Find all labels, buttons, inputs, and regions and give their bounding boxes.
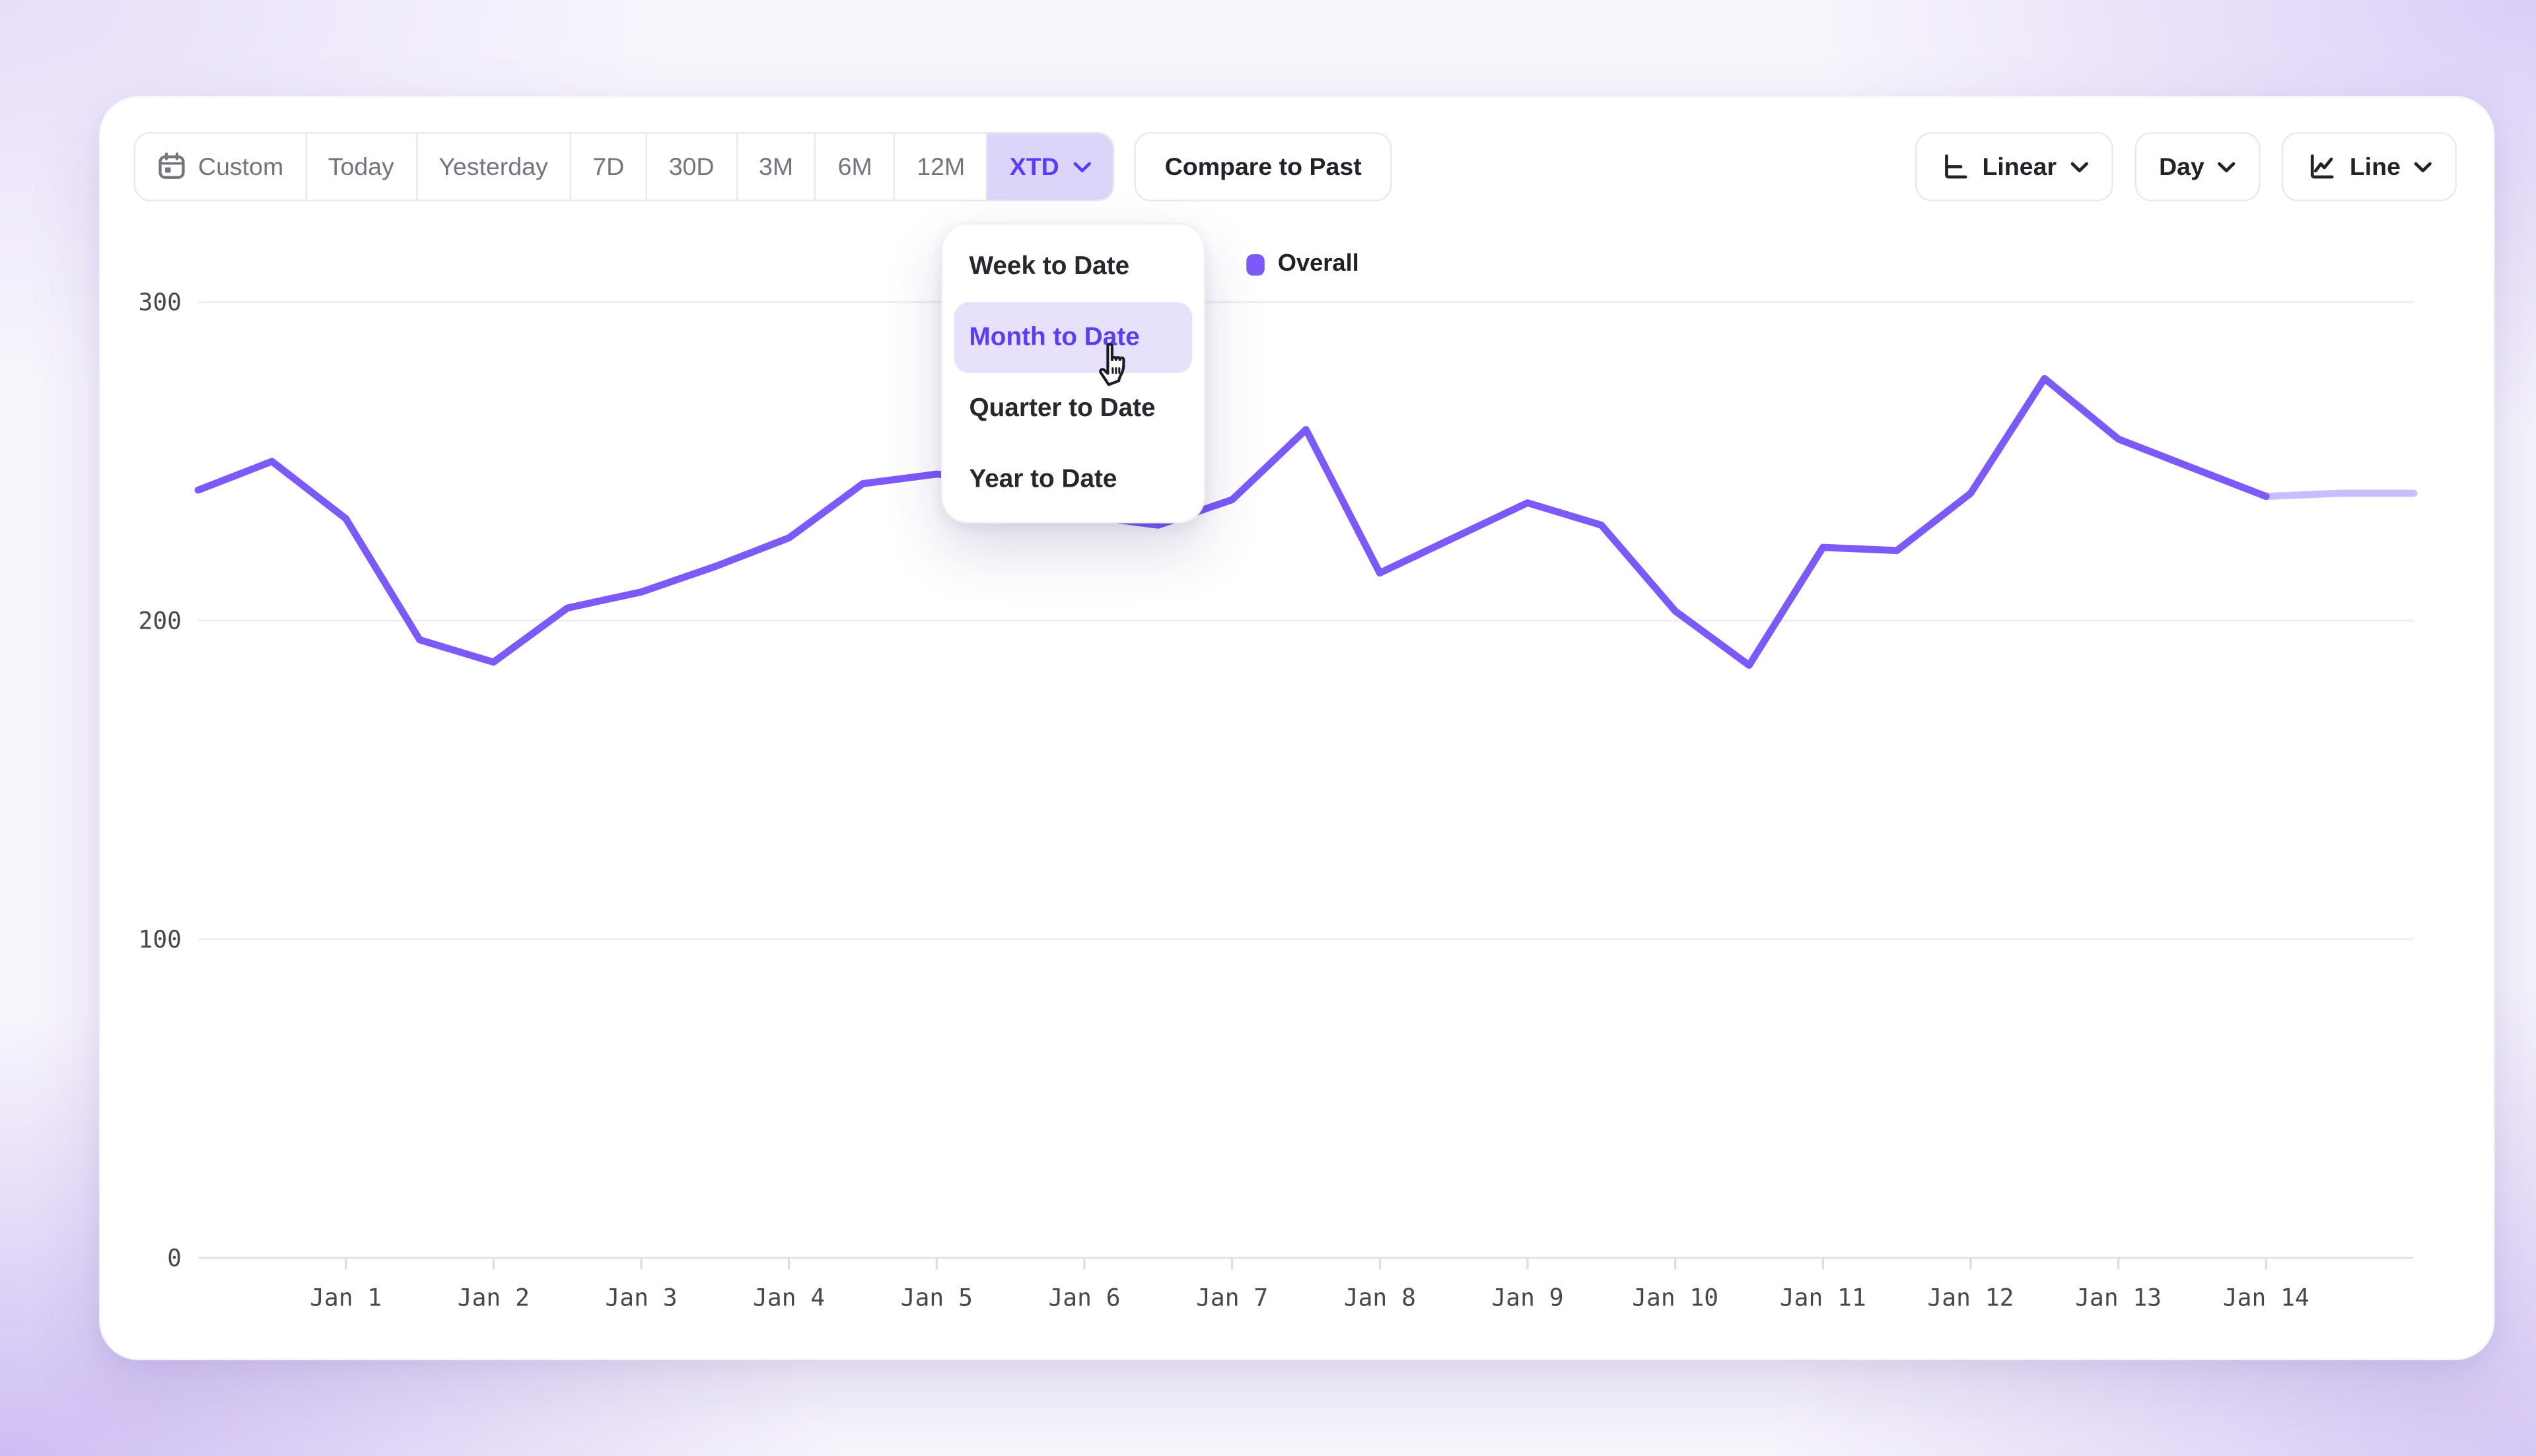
- x-tick-label-Jan-3: Jan 3: [605, 1284, 677, 1312]
- preset-today[interactable]: Today: [306, 133, 417, 200]
- chart-type-select-label: Line: [2349, 153, 2401, 181]
- menu-item-year-to-date[interactable]: Year to Date: [969, 466, 1117, 494]
- preset-yesterday[interactable]: Yesterday: [417, 133, 571, 200]
- menu-item-month-to-date[interactable]: Month to Date: [954, 302, 1192, 373]
- x-tick-label-Jan-6: Jan 6: [1048, 1284, 1120, 1312]
- x-tick-label-Jan-11: Jan 11: [1780, 1284, 1866, 1312]
- chart-type-select-button[interactable]: Line: [2282, 132, 2457, 201]
- preset-3m[interactable]: 3M: [737, 133, 817, 200]
- chevron-down-icon: [2414, 161, 2432, 173]
- date-preset-group: Custom Today Yesterday 7D 30D 3M 6M 12M XTD: [133, 132, 1115, 201]
- preset-label: Today: [328, 153, 394, 181]
- legend-item-overall[interactable]: Overall: [1246, 251, 1359, 277]
- granularity-select-button[interactable]: Day: [2134, 132, 2261, 201]
- linear-scale-icon: [1940, 152, 1969, 182]
- x-tick-label-Jan-5: Jan 5: [901, 1284, 973, 1312]
- preset-label: 12M: [917, 153, 966, 181]
- x-tick-label-Jan-13: Jan 13: [2075, 1284, 2162, 1312]
- line-chart-icon: [2307, 152, 2337, 182]
- scale-select-button[interactable]: Linear: [1915, 132, 2113, 201]
- y-tick-label-200: 200: [139, 607, 182, 635]
- preset-custom[interactable]: Custom: [135, 133, 307, 200]
- preset-label: 3M: [759, 153, 794, 181]
- menu-item-quarter-to-date[interactable]: Quarter to Date: [969, 394, 1156, 423]
- preset-label: 6M: [837, 153, 872, 181]
- x-tick-label-Jan-14: Jan 14: [2223, 1284, 2309, 1312]
- legend-label: Overall: [1277, 251, 1359, 277]
- x-tick-label-Jan-10: Jan 10: [1632, 1284, 1718, 1312]
- chart-toolbar: Custom Today Yesterday 7D 30D 3M 6M 12M XTD Comp…: [133, 132, 2457, 201]
- legend-swatch: [1246, 253, 1265, 275]
- preset-label: XTD: [1009, 153, 1059, 181]
- preset-label: Yesterday: [439, 153, 548, 181]
- compare-to-past-label: Compare to Past: [1164, 153, 1362, 181]
- x-tick-label-Jan-9: Jan 9: [1491, 1284, 1563, 1312]
- x-tick-label-Jan-2: Jan 2: [458, 1284, 530, 1312]
- preset-12m[interactable]: 12M: [895, 133, 989, 200]
- series-line-overall-projected: [2262, 489, 2418, 501]
- y-tick-label-100: 100: [139, 925, 182, 953]
- series-line-overall: [194, 374, 2270, 669]
- menu-item-week-to-date[interactable]: Week to Date: [969, 252, 1130, 281]
- preset-7d[interactable]: 7D: [571, 133, 648, 200]
- chart-options-cluster: Linear Day: [1915, 132, 2457, 201]
- y-tick-label-0: 0: [167, 1244, 182, 1272]
- chevron-down-icon: [2070, 161, 2088, 173]
- calendar-icon: [157, 152, 187, 182]
- x-tick-label-Jan-1: Jan 1: [310, 1284, 382, 1312]
- granularity-select-label: Day: [2159, 153, 2204, 181]
- preset-label: 30D: [668, 153, 715, 181]
- x-tick-label-Jan-7: Jan 7: [1196, 1284, 1268, 1312]
- chevron-down-icon: [2218, 161, 2236, 173]
- insights-card: Custom Today Yesterday 7D 30D 3M 6M 12M XTD Comp…: [99, 96, 2495, 1360]
- x-tick-label-Jan-8: Jan 8: [1344, 1284, 1416, 1312]
- x-tick-label-Jan-4: Jan 4: [753, 1284, 825, 1312]
- preset-xtd[interactable]: XTD: [988, 133, 1114, 200]
- scale-select-label: Linear: [1982, 153, 2057, 181]
- compare-to-past-button[interactable]: Compare to Past: [1135, 132, 1391, 201]
- preset-6m[interactable]: 6M: [816, 133, 896, 200]
- preset-label: 7D: [592, 153, 625, 181]
- y-tick-label-300: 300: [139, 288, 182, 316]
- x-tick-label-Jan-12: Jan 12: [1928, 1284, 2014, 1312]
- preset-30d[interactable]: 30D: [647, 133, 738, 200]
- xtd-dropdown-menu: Week to Date Month to Date Quarter to Date…: [941, 223, 1205, 524]
- preset-label: Custom: [198, 153, 284, 181]
- chevron-down-icon: [1074, 161, 1092, 173]
